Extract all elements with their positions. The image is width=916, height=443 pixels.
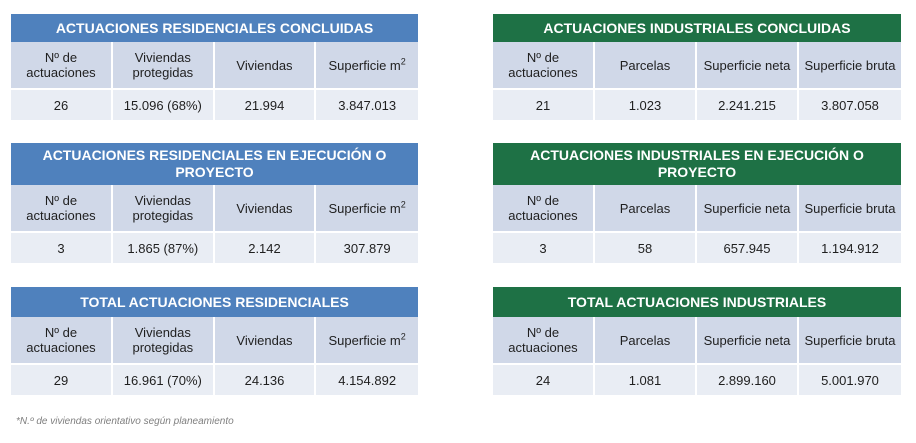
column-header: Superficie bruta bbox=[799, 317, 901, 363]
industrial-total-table: TOTAL ACTUACIONES INDUSTRIALES Nº de act… bbox=[493, 287, 901, 395]
column-header: Superficie neta bbox=[697, 42, 799, 88]
data-row: 3 58 657.945 1.194.912 bbox=[493, 231, 901, 263]
table-cell: 24.136 bbox=[214, 363, 317, 395]
table-cell: 1.023 bbox=[595, 88, 697, 120]
table-cell: 58 bbox=[595, 231, 697, 263]
column-header: Viviendas protegidas bbox=[113, 42, 215, 88]
column-header: Parcelas bbox=[595, 317, 697, 363]
footnote: *N.º de viviendas orientativo según plan… bbox=[16, 416, 234, 427]
column-header: Nº de actuaciones bbox=[493, 317, 595, 363]
table-cell: 1.865 (87%) bbox=[113, 231, 215, 263]
table-cell: 15.096 (68%) bbox=[113, 88, 215, 120]
header-row: Nº de actuaciones Viviendas protegidas V… bbox=[11, 317, 418, 363]
column-header: Nº de actuaciones bbox=[493, 42, 595, 88]
table-cell: 307.879 bbox=[316, 231, 418, 263]
table-cell: 21 bbox=[493, 88, 595, 120]
column-header: Viviendas protegidas bbox=[113, 185, 215, 231]
industrial-in-progress-table: ACTUACIONES INDUSTRIALES EN EJECUCIÓN O … bbox=[493, 143, 901, 263]
column-header: Nº de actuaciones bbox=[11, 185, 113, 231]
table-cell: 3 bbox=[11, 231, 113, 263]
data-row: 3 1.865 (87%) 2.142 307.879 bbox=[11, 231, 418, 263]
column-header: Superficie bruta bbox=[799, 42, 901, 88]
column-header: Superficie neta bbox=[697, 185, 799, 231]
table-cell: 657.945 bbox=[697, 231, 799, 263]
header-label: Superficie m bbox=[328, 332, 401, 348]
column-header: Viviendas bbox=[214, 42, 317, 88]
table-cell: 3 bbox=[493, 231, 595, 263]
header-row: Nº de actuaciones Viviendas protegidas V… bbox=[11, 42, 418, 88]
table-title: ACTUACIONES INDUSTRIALES CONCLUIDAS bbox=[493, 14, 901, 42]
header-label: Superficie m bbox=[328, 57, 401, 73]
table-title: TOTAL ACTUACIONES RESIDENCIALES bbox=[11, 287, 418, 317]
unit-superscript: 2 bbox=[400, 199, 406, 210]
data-row: 29 16.961 (70%) 24.136 4.154.892 bbox=[11, 363, 418, 395]
table-cell: 1.194.912 bbox=[799, 231, 901, 263]
column-header: Nº de actuaciones bbox=[11, 42, 113, 88]
column-header: Viviendas protegidas bbox=[113, 317, 215, 363]
residential-total-table: TOTAL ACTUACIONES RESIDENCIALES Nº de ac… bbox=[11, 287, 418, 395]
column-header: Superficie bruta bbox=[799, 185, 901, 231]
unit-superscript: 2 bbox=[400, 56, 406, 67]
column-header: Parcelas bbox=[595, 42, 697, 88]
table-cell: 1.081 bbox=[595, 363, 697, 395]
data-row: 24 1.081 2.899.160 5.001.970 bbox=[493, 363, 901, 395]
table-title: ACTUACIONES RESIDENCIALES CONCLUIDAS bbox=[11, 14, 418, 42]
table-cell: 3.807.058 bbox=[799, 88, 901, 120]
column-header: Viviendas bbox=[214, 185, 317, 231]
table-title: TOTAL ACTUACIONES INDUSTRIALES bbox=[493, 287, 901, 317]
table-cell: 16.961 (70%) bbox=[113, 363, 215, 395]
residential-concluded-table: ACTUACIONES RESIDENCIALES CONCLUIDAS Nº … bbox=[11, 14, 418, 120]
header-label: Superficie m bbox=[328, 200, 401, 216]
table-title: ACTUACIONES RESIDENCIALES EN EJECUCIÓN O… bbox=[11, 143, 418, 185]
data-row: 21 1.023 2.241.215 3.807.058 bbox=[493, 88, 901, 120]
table-cell: 5.001.970 bbox=[799, 363, 901, 395]
table-cell: 2.142 bbox=[214, 231, 317, 263]
header-row: Nº de actuaciones Viviendas protegidas V… bbox=[11, 185, 418, 231]
column-header: Superficie neta bbox=[697, 317, 799, 363]
table-cell: 26 bbox=[11, 88, 113, 120]
column-header: Parcelas bbox=[595, 185, 697, 231]
column-header: Superficie m2 bbox=[316, 317, 418, 363]
table-cell: 2.241.215 bbox=[697, 88, 799, 120]
table-cell: 24 bbox=[493, 363, 595, 395]
table-cell: 2.899.160 bbox=[697, 363, 799, 395]
table-cell: 4.154.892 bbox=[316, 363, 418, 395]
column-header: Superficie m2 bbox=[316, 42, 418, 88]
data-row: 26 15.096 (68%) 21.994 3.847.013 bbox=[11, 88, 418, 120]
residential-in-progress-table: ACTUACIONES RESIDENCIALES EN EJECUCIÓN O… bbox=[11, 143, 418, 263]
header-row: Nº de actuaciones Parcelas Superficie ne… bbox=[493, 317, 901, 363]
column-header: Nº de actuaciones bbox=[11, 317, 113, 363]
header-row: Nº de actuaciones Parcelas Superficie ne… bbox=[493, 42, 901, 88]
column-header: Superficie m2 bbox=[316, 185, 418, 231]
header-row: Nº de actuaciones Parcelas Superficie ne… bbox=[493, 185, 901, 231]
table-cell: 3.847.013 bbox=[316, 88, 418, 120]
column-header: Viviendas bbox=[214, 317, 317, 363]
table-cell: 21.994 bbox=[214, 88, 317, 120]
table-cell: 29 bbox=[11, 363, 113, 395]
column-header: Nº de actuaciones bbox=[493, 185, 595, 231]
unit-superscript: 2 bbox=[400, 331, 406, 342]
table-title: ACTUACIONES INDUSTRIALES EN EJECUCIÓN O … bbox=[493, 143, 901, 185]
industrial-concluded-table: ACTUACIONES INDUSTRIALES CONCLUIDAS Nº d… bbox=[493, 14, 901, 120]
